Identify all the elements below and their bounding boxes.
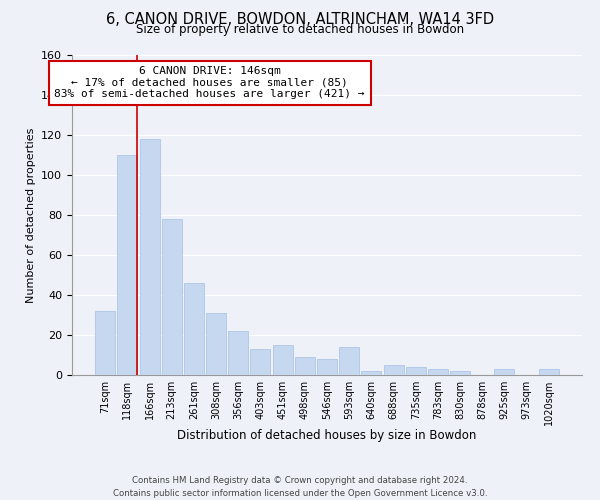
Bar [118,155,137,375]
Bar [383,365,404,375]
Bar [140,139,160,375]
Bar [184,283,204,375]
Bar [250,349,271,375]
Bar [539,369,559,375]
Bar [206,313,226,375]
Bar [317,359,337,375]
Bar [450,371,470,375]
Bar [162,219,182,375]
Bar [95,311,115,375]
Bar [361,371,382,375]
Bar [339,347,359,375]
Text: 6 CANON DRIVE: 146sqm
← 17% of detached houses are smaller (85)
83% of semi-deta: 6 CANON DRIVE: 146sqm ← 17% of detached … [55,66,365,100]
Bar [272,345,293,375]
Y-axis label: Number of detached properties: Number of detached properties [26,128,35,302]
Bar [494,369,514,375]
Text: 6, CANON DRIVE, BOWDON, ALTRINCHAM, WA14 3FD: 6, CANON DRIVE, BOWDON, ALTRINCHAM, WA14… [106,12,494,28]
Bar [228,331,248,375]
Text: Size of property relative to detached houses in Bowdon: Size of property relative to detached ho… [136,22,464,36]
Bar [428,369,448,375]
Bar [295,357,315,375]
Bar [406,367,426,375]
Text: Contains HM Land Registry data © Crown copyright and database right 2024.
Contai: Contains HM Land Registry data © Crown c… [113,476,487,498]
X-axis label: Distribution of detached houses by size in Bowdon: Distribution of detached houses by size … [178,430,476,442]
